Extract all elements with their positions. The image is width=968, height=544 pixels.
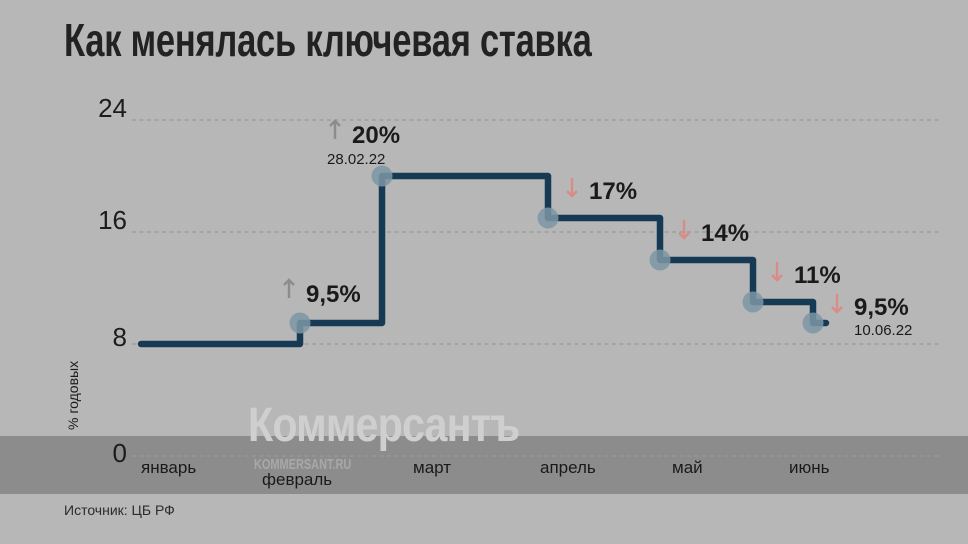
svg-text:июнь: июнь	[789, 458, 830, 477]
svg-text:10.06.22: 10.06.22	[854, 322, 912, 339]
svg-text:17%: 17%	[589, 178, 637, 205]
svg-text:0: 0	[113, 438, 127, 468]
svg-text:9,5%: 9,5%	[306, 281, 361, 308]
svg-text:январь: январь	[141, 458, 196, 477]
svg-text:апрель: апрель	[540, 458, 596, 477]
svg-text:24: 24	[98, 93, 127, 123]
svg-text:% годовых: % годовых	[65, 361, 81, 430]
svg-text:8: 8	[113, 322, 127, 352]
svg-text:14%: 14%	[701, 220, 749, 247]
svg-text:май: май	[672, 458, 703, 477]
svg-text:11%: 11%	[794, 262, 841, 289]
svg-text:9,5%: 9,5%	[854, 294, 909, 321]
svg-text:16: 16	[98, 205, 127, 235]
svg-text:20%: 20%	[352, 122, 400, 149]
svg-text:28.02.22: 28.02.22	[327, 151, 385, 168]
svg-text:март: март	[413, 458, 451, 477]
